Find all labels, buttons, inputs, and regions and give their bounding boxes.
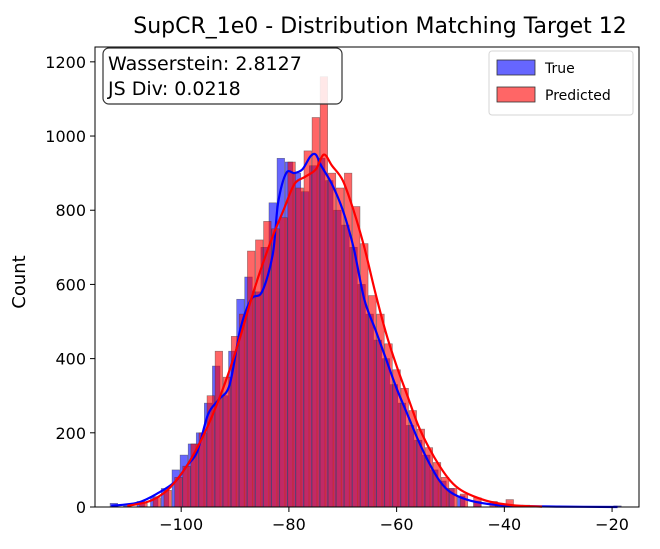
legend-label-predicted: Predicted bbox=[545, 88, 611, 104]
predicted-bar bbox=[335, 187, 345, 508]
stats-box-frame bbox=[102, 47, 343, 105]
y-axis-ticks: 0 200 400 600 800 1000 1200 bbox=[45, 53, 95, 517]
stats-box: Wasserstein: 2.8127 JS Div: 0.0218 bbox=[102, 47, 343, 105]
legend: True Predicted bbox=[488, 50, 634, 116]
y-tick-label: 1200 bbox=[45, 53, 86, 72]
x-tick-label: −40 bbox=[487, 515, 521, 534]
wasserstein-text: Wasserstein: 2.8127 bbox=[108, 53, 302, 75]
predicted-bar bbox=[303, 150, 312, 508]
predicted-bar bbox=[279, 217, 288, 508]
y-tick-label: 800 bbox=[55, 201, 86, 220]
y-axis-label: Count bbox=[9, 255, 30, 308]
true-kde-line bbox=[111, 152, 618, 509]
legend-swatch-true bbox=[496, 59, 536, 76]
js-divergence-text: JS Div: 0.0218 bbox=[107, 78, 241, 100]
y-tick-label: 600 bbox=[55, 275, 86, 294]
predicted-bar bbox=[295, 187, 304, 508]
x-tick-label: −100 bbox=[159, 515, 203, 534]
y-tick-label: 200 bbox=[55, 424, 86, 443]
predicted-bar bbox=[432, 462, 442, 508]
y-tick-label: 400 bbox=[55, 350, 86, 369]
x-tick-label: −80 bbox=[272, 515, 306, 534]
predicted-bar bbox=[239, 313, 248, 508]
predicted-bar bbox=[311, 117, 320, 508]
predicted-bar bbox=[344, 172, 353, 508]
chart-title: SupCR_1e0 - Distribution Matching Target… bbox=[133, 14, 627, 39]
legend-label-true: True bbox=[544, 61, 575, 77]
predicted-bar bbox=[271, 228, 280, 508]
x-tick-label: −60 bbox=[380, 515, 414, 534]
predicted-bar bbox=[327, 172, 337, 508]
y-tick-label: 1000 bbox=[45, 127, 86, 146]
predicted-bar bbox=[182, 465, 191, 508]
predicted-bar bbox=[222, 376, 232, 508]
predicted-bar bbox=[287, 161, 296, 508]
predicted-bar bbox=[441, 477, 450, 508]
predicted-bar bbox=[214, 350, 223, 508]
x-axis-ticks: −100 −80 −60 −40 −20 bbox=[159, 507, 629, 534]
axes-frame bbox=[94, 46, 640, 508]
legend-swatch-predicted bbox=[496, 86, 536, 103]
predicted-bar bbox=[319, 76, 328, 508]
predicted-kde-line bbox=[127, 153, 543, 508]
x-tick-label: −20 bbox=[595, 515, 629, 534]
y-tick-label: 0 bbox=[76, 498, 86, 517]
